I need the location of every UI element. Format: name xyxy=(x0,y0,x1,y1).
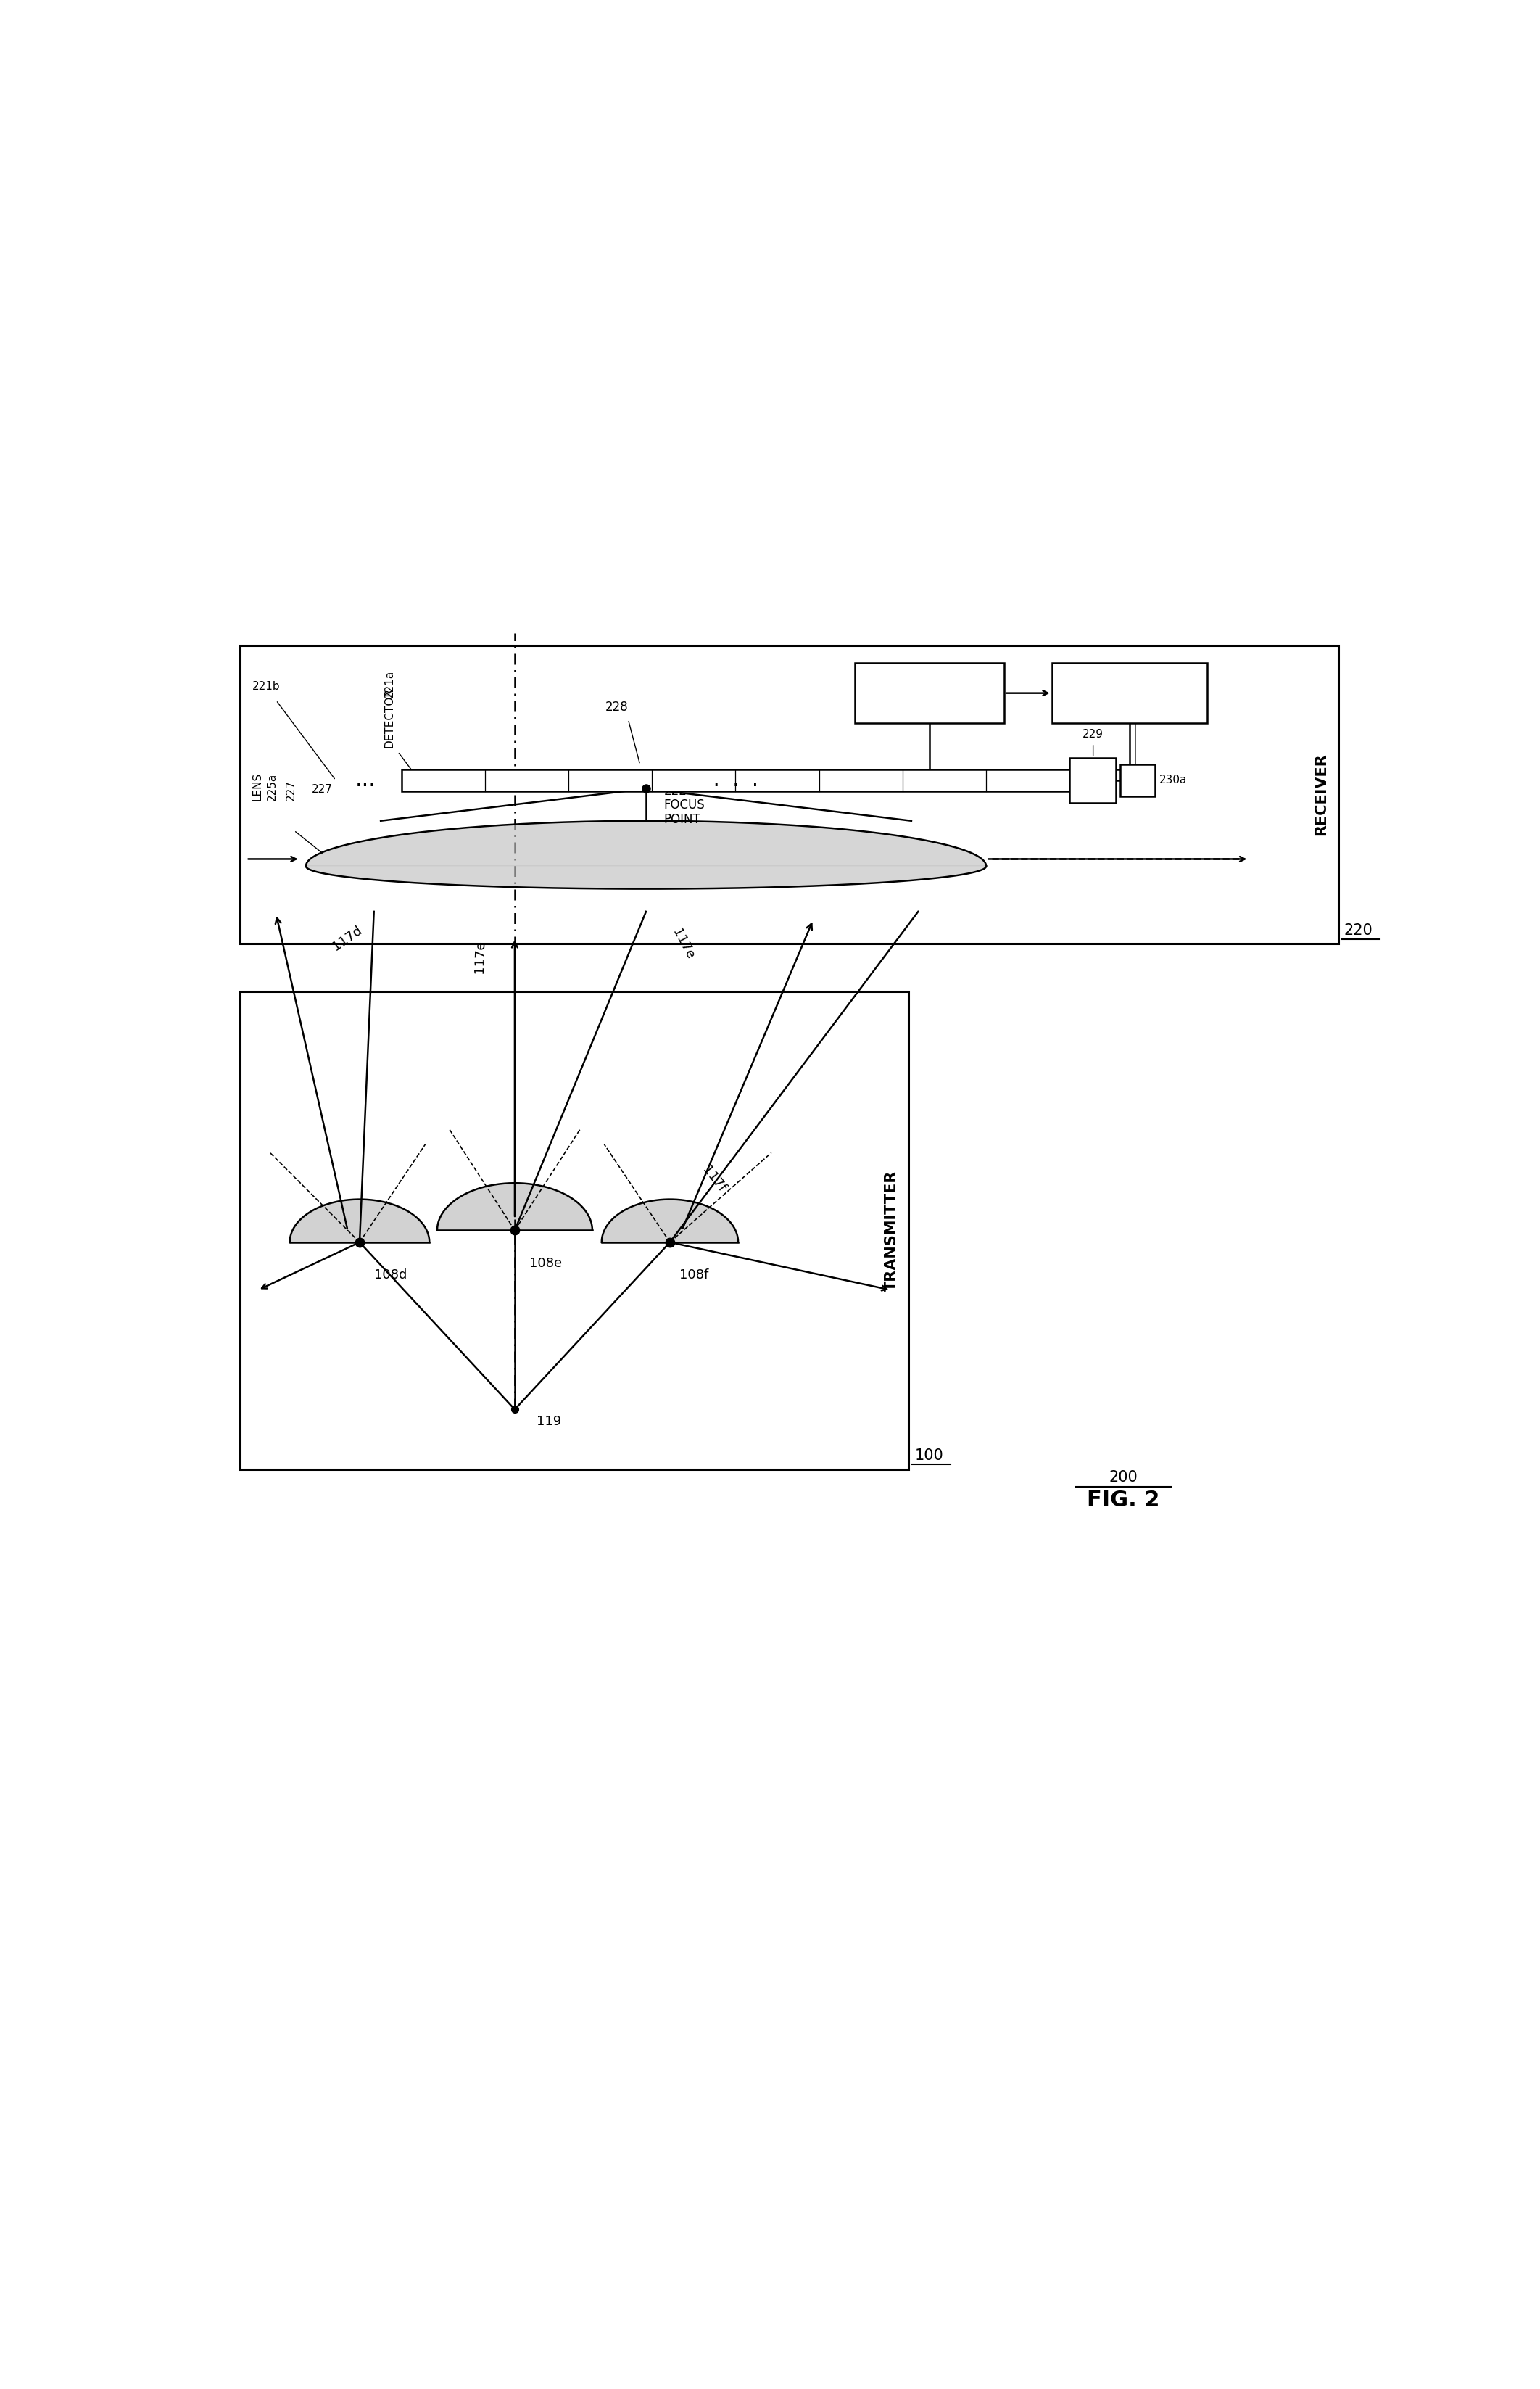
Bar xyxy=(1070,757,1115,803)
Text: FIG. 2: FIG. 2 xyxy=(1087,1491,1160,1510)
Text: 221b: 221b xyxy=(253,681,280,693)
Text: 221n: 221n xyxy=(1124,681,1152,693)
Text: 227: 227 xyxy=(311,784,333,796)
Bar xyxy=(1052,664,1207,724)
Text: 231: 231 xyxy=(1120,700,1140,710)
Text: 108d: 108d xyxy=(374,1269,407,1281)
Text: 225a: 225a xyxy=(266,772,277,800)
Bar xyxy=(402,769,1070,791)
Text: 119: 119 xyxy=(536,1414,561,1429)
Text: FOCUS: FOCUS xyxy=(664,798,705,812)
Text: PROCESSOR: PROCESSOR xyxy=(1095,681,1164,690)
Text: 117f: 117f xyxy=(699,1163,728,1194)
Text: 117e: 117e xyxy=(473,941,487,975)
Text: 220: 220 xyxy=(1344,922,1374,939)
Polygon shape xyxy=(290,1199,430,1242)
Text: 108f: 108f xyxy=(679,1269,708,1281)
Text: RECEIVER: RECEIVER xyxy=(1314,753,1329,836)
Text: TRANSMITTER: TRANSMITTER xyxy=(884,1171,899,1290)
Text: 230a: 230a xyxy=(1160,774,1187,786)
Bar xyxy=(240,991,909,1469)
Text: 200: 200 xyxy=(1109,1469,1138,1484)
Text: 222: 222 xyxy=(664,784,687,798)
Text: LENS: LENS xyxy=(253,772,263,800)
Text: 227: 227 xyxy=(285,779,297,800)
Text: ...: ... xyxy=(1095,769,1116,791)
Bar xyxy=(240,645,1338,944)
Text: .  .  .: . . . xyxy=(701,769,772,791)
Polygon shape xyxy=(306,822,986,889)
Text: 108e: 108e xyxy=(530,1257,562,1269)
Text: 100: 100 xyxy=(915,1448,944,1462)
Text: 228: 228 xyxy=(605,700,628,714)
Text: 229: 229 xyxy=(1083,729,1104,741)
Text: 117d: 117d xyxy=(330,925,365,953)
Text: MEMORY: MEMORY xyxy=(902,681,956,690)
Text: 117e: 117e xyxy=(670,927,698,963)
Text: 232: 232 xyxy=(919,700,939,710)
Bar xyxy=(855,664,1004,724)
Text: DETECTOR: DETECTOR xyxy=(383,688,394,748)
Bar xyxy=(1120,764,1155,796)
Polygon shape xyxy=(602,1199,738,1242)
Text: POINT: POINT xyxy=(664,812,701,827)
Text: ...: ... xyxy=(356,769,376,791)
Text: 221a: 221a xyxy=(383,671,394,698)
Polygon shape xyxy=(437,1183,593,1230)
